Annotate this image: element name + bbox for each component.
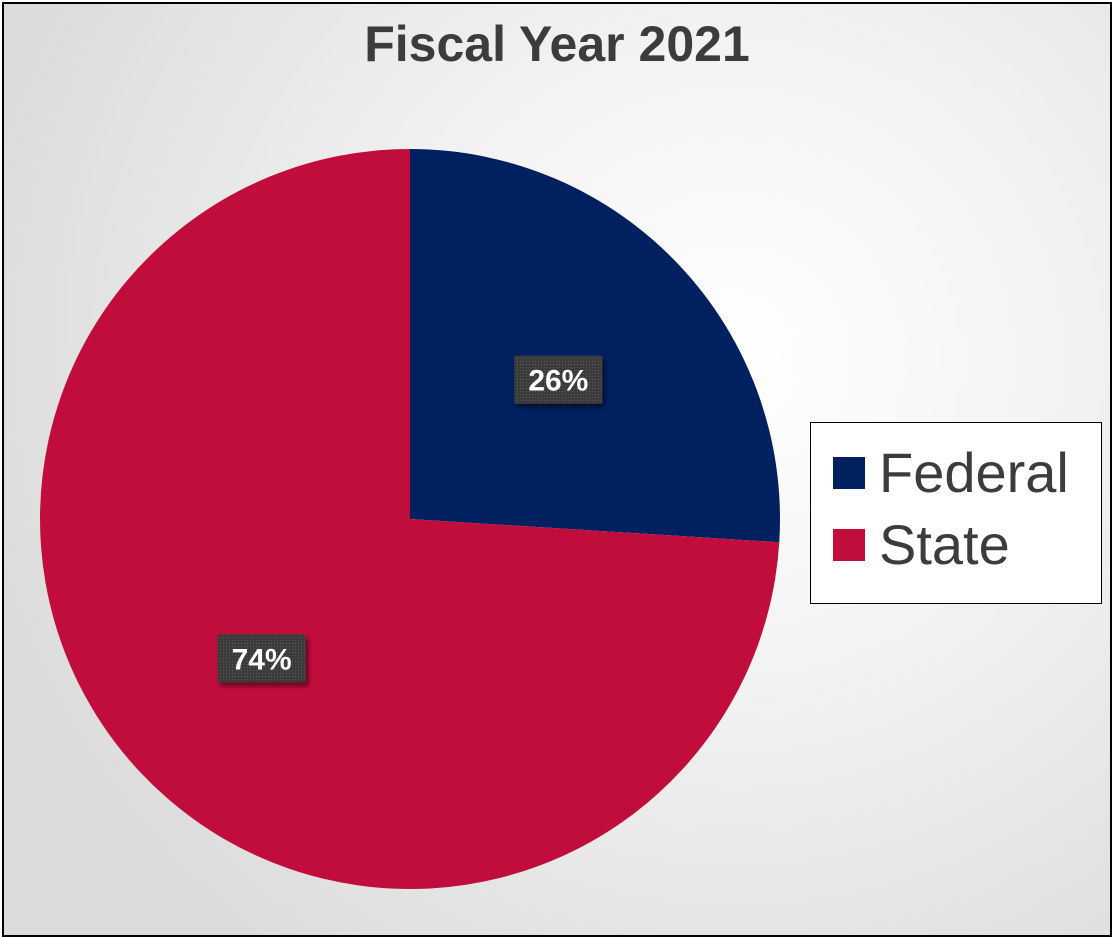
pie-data-labels: 26% 74%: [217, 355, 603, 683]
data-label-box-federal: [514, 355, 603, 404]
data-label-federal: 26%: [514, 355, 603, 404]
data-label-text-state: 74%: [232, 643, 292, 676]
data-label-box-state: [217, 634, 306, 683]
legend-label-federal: Federal: [879, 441, 1069, 504]
pie-slice-state: [39, 149, 780, 889]
legend-swatch-federal: [833, 457, 865, 489]
pie-slices: [39, 149, 780, 889]
legend-item-federal: Federal: [833, 437, 1101, 509]
pie-chart: 26% 74%: [39, 149, 780, 889]
legend-item-state: State: [833, 509, 1101, 581]
data-label-text-federal: 26%: [528, 365, 588, 398]
data-label-state: 74%: [217, 634, 306, 683]
chart-title: Fiscal Year 2021: [364, 16, 750, 72]
pie-slice-federal: [410, 149, 780, 543]
legend-swatch-state: [833, 529, 865, 561]
chart-legend: Federal State: [810, 422, 1102, 604]
legend-label-state: State: [879, 513, 1010, 576]
